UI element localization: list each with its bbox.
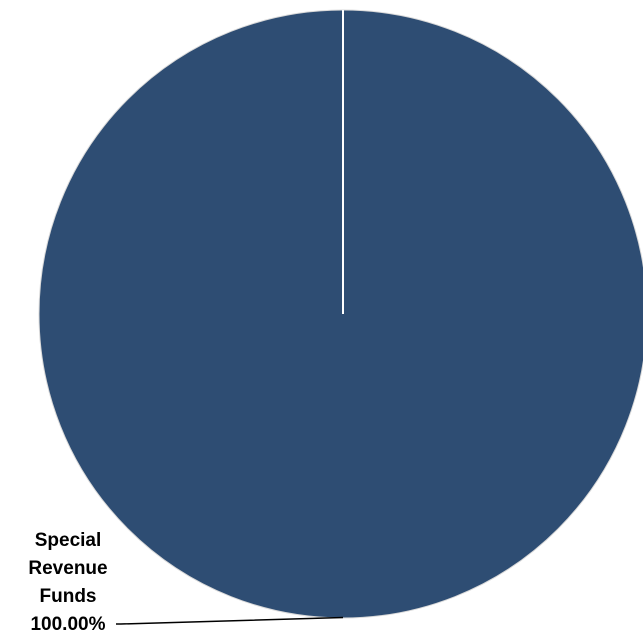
data-label-background <box>14 526 116 634</box>
data-label-leader-line <box>116 616 344 625</box>
data-label-category: Revenue <box>28 558 107 579</box>
data-label-category: Special <box>35 530 102 551</box>
pie-slice-special-revenue-funds <box>38 9 643 619</box>
data-label-category: Funds <box>40 586 97 607</box>
slices-layer <box>38 9 643 619</box>
labels-layer: Special Revenue Funds 100.00% <box>14 526 344 635</box>
data-label-value: 100.00% <box>30 614 105 634</box>
